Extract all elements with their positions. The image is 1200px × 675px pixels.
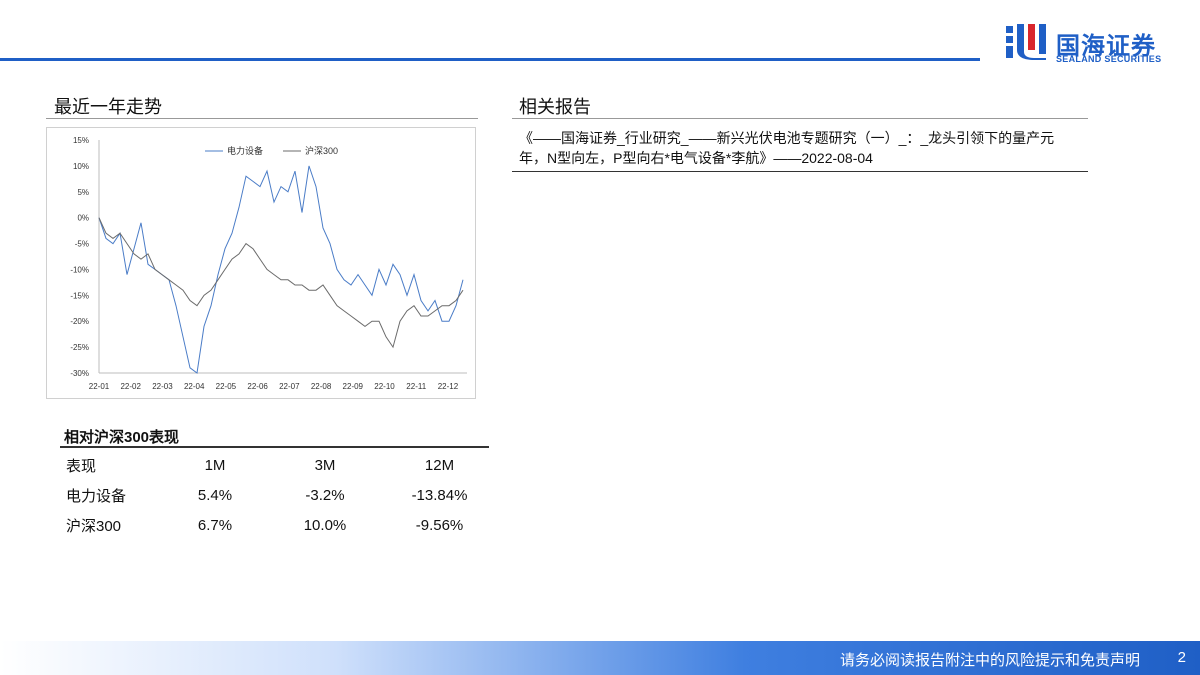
- page-number: 2: [1177, 649, 1186, 666]
- table-cell: 10.0%: [303, 516, 347, 534]
- related-report-link[interactable]: 《——国海证券_行业研究_——新兴光伏电池专题研究（一）_：_龙头引领下的量产元…: [519, 130, 1055, 166]
- logo-english-name: SEALAND SECURITIES: [1056, 54, 1162, 64]
- table-header-cell: 1M: [204, 456, 226, 474]
- table-header-cell: 3M: [314, 456, 336, 474]
- x-tick-label: 22-01: [89, 382, 110, 391]
- legend-label: 沪深300: [305, 145, 338, 156]
- x-tick-label: 22-04: [184, 382, 205, 391]
- x-tick-label: 22-12: [438, 382, 459, 391]
- y-tick-label: -5%: [75, 240, 89, 249]
- table-header-row: 表现 1M 3M 12M: [60, 450, 489, 480]
- sealand-logo-icon: [1006, 24, 1046, 60]
- x-tick-label: 22-10: [374, 382, 395, 391]
- performance-table-top-rule: [60, 446, 489, 448]
- table-row: 沪深300 6.7% 10.0% -9.56%: [60, 510, 489, 540]
- trend-section-title: 最近一年走势: [54, 97, 162, 117]
- relative-performance-table: 表现 1M 3M 12M 电力设备 5.4% -3.2% -13.84% 沪深3…: [60, 450, 489, 540]
- trend-chart: 15% 10% 5% 0% -5% -10% -15% -20% -25% -30% 22-01 22…: [46, 127, 476, 399]
- table-cell: -3.2%: [305, 486, 345, 504]
- company-logo: 国海证券 SEALAND SECURITIES: [1004, 18, 1194, 68]
- relative-performance-title: 相对沪深300表现: [64, 429, 180, 446]
- y-tick-label: 15%: [73, 136, 89, 145]
- table-row: 电力设备 5.4% -3.2% -13.84%: [60, 480, 489, 510]
- table-header-cell: 12M: [424, 456, 455, 474]
- legend-label: 电力设备: [227, 145, 263, 156]
- y-tick-label: -25%: [70, 343, 89, 352]
- table-cell: 5.4%: [197, 486, 233, 504]
- table-cell: -9.56%: [415, 516, 464, 534]
- x-tick-label: 22-06: [247, 382, 268, 391]
- related-bottom-rule: [512, 171, 1088, 172]
- logo-chinese-name: 国海证券: [1056, 33, 1156, 60]
- trend-chart-svg: 15% 10% 5% 0% -5% -10% -15% -20% -25% -30%22-01 22…: [70, 136, 467, 391]
- y-tick-label: 10%: [73, 162, 89, 171]
- table-header-cell: 表现: [66, 457, 97, 475]
- y-tick-label: -10%: [70, 265, 89, 274]
- x-tick-label: 22-03: [152, 382, 173, 391]
- trend-title-rule: [46, 118, 478, 119]
- table-cell: 6.7%: [197, 516, 233, 534]
- x-tick-label: 22-11: [406, 382, 426, 391]
- related-reports-title: 相关报告: [519, 97, 591, 117]
- related-title-rule: [512, 118, 1088, 119]
- x-tick-label: 22-09: [343, 382, 364, 391]
- x-tick-label: 22-05: [216, 382, 237, 391]
- x-tick-label: 22-07: [279, 382, 300, 391]
- y-tick-label: -15%: [70, 291, 89, 300]
- y-tick-label: -20%: [70, 317, 89, 326]
- table-cell: -13.84%: [411, 486, 468, 504]
- series-line-1: [98, 165, 464, 374]
- y-tick-label: 0%: [77, 214, 89, 223]
- footer-bar: 请务必阅读报告附注中的风险提示和免责声明 2: [0, 641, 1200, 675]
- y-tick-label: -30%: [70, 369, 89, 378]
- y-tick-label: 5%: [77, 188, 89, 197]
- series-line-2: [98, 217, 464, 349]
- table-cell: 沪深300: [66, 517, 122, 535]
- table-cell: 电力设备: [66, 487, 127, 505]
- x-tick-label: 22-02: [120, 382, 141, 391]
- x-tick-label: 22-08: [311, 382, 332, 391]
- header-rule: [0, 58, 980, 61]
- footer-disclaimer: 请务必阅读报告附注中的风险提示和免责声明: [839, 652, 1140, 669]
